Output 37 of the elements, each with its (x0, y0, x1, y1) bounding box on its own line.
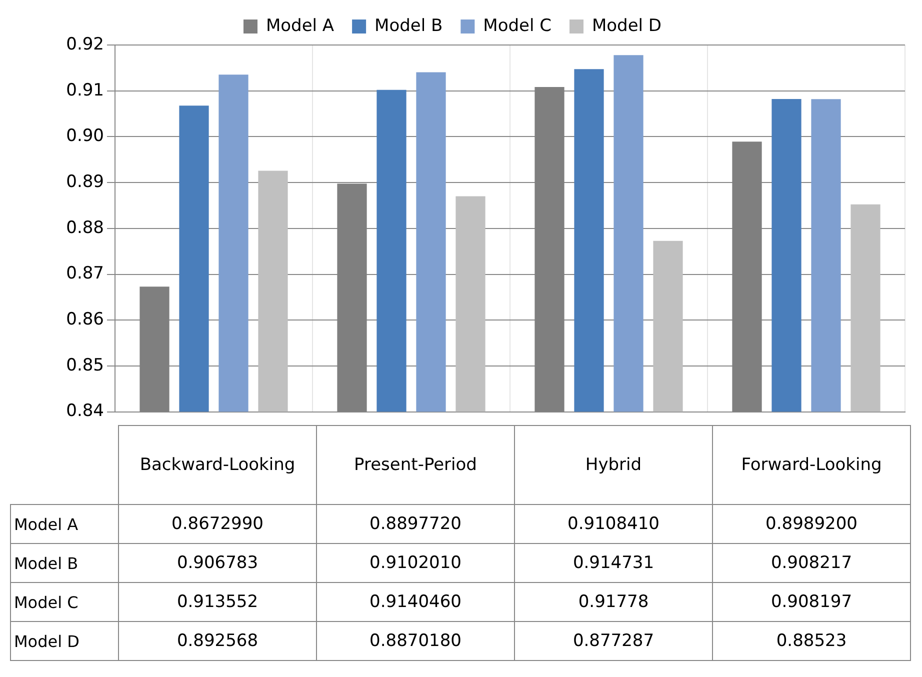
y-tick-label: 0.87 (66, 264, 104, 284)
data-label: 0.908217 (712, 544, 910, 582)
data-label: 0.913552 (118, 582, 316, 622)
x-tick-label: Backward-Looking (118, 426, 316, 504)
data-label: 0.877287 (514, 622, 712, 660)
y-tick-label: 0.92 (66, 34, 104, 54)
data-label: 0.9102010 (316, 544, 514, 582)
y-tick-label: 0.88 (66, 218, 104, 238)
legend-label: Model A (266, 16, 334, 36)
legend-label: Model B (374, 16, 443, 36)
data-label: 0.8897720 (316, 504, 514, 544)
y-tick-label: 0.89 (66, 172, 104, 192)
data-label: 0.914731 (514, 544, 712, 582)
x-tick-label: Hybrid (514, 426, 712, 504)
x-tick-label: Present-Period (316, 426, 514, 504)
text: Model B (14, 554, 78, 572)
x-tick-label: Forward-Looking (712, 426, 910, 504)
y-tick-label: 0.91 (66, 80, 104, 100)
y-tick-label: 0.86 (66, 310, 104, 330)
data-label: 0.906783 (118, 544, 316, 582)
y-tick-label: 0.90 (66, 126, 104, 146)
data-label: 0.8672990 (118, 504, 316, 544)
data-label: 0.8870180 (316, 622, 514, 660)
legend-label: Model D (592, 16, 662, 36)
text: Model D (14, 632, 80, 650)
y-tick-label: 0.84 (66, 401, 104, 422)
data-label: 0.91778 (514, 582, 712, 622)
text: Model A (14, 514, 78, 534)
data-label: 0.88523 (712, 622, 910, 660)
data-label: 0.9108410 (514, 504, 712, 544)
data-label: 0.908197 (712, 582, 910, 622)
text: Model C (14, 592, 78, 612)
data-label: 0.8989200 (712, 504, 910, 544)
y-tick-label: 0.85 (66, 355, 104, 376)
legend-label: Model C (483, 16, 552, 36)
data-label: 0.892568 (118, 622, 316, 660)
data-label: 0.9140460 (316, 582, 514, 622)
